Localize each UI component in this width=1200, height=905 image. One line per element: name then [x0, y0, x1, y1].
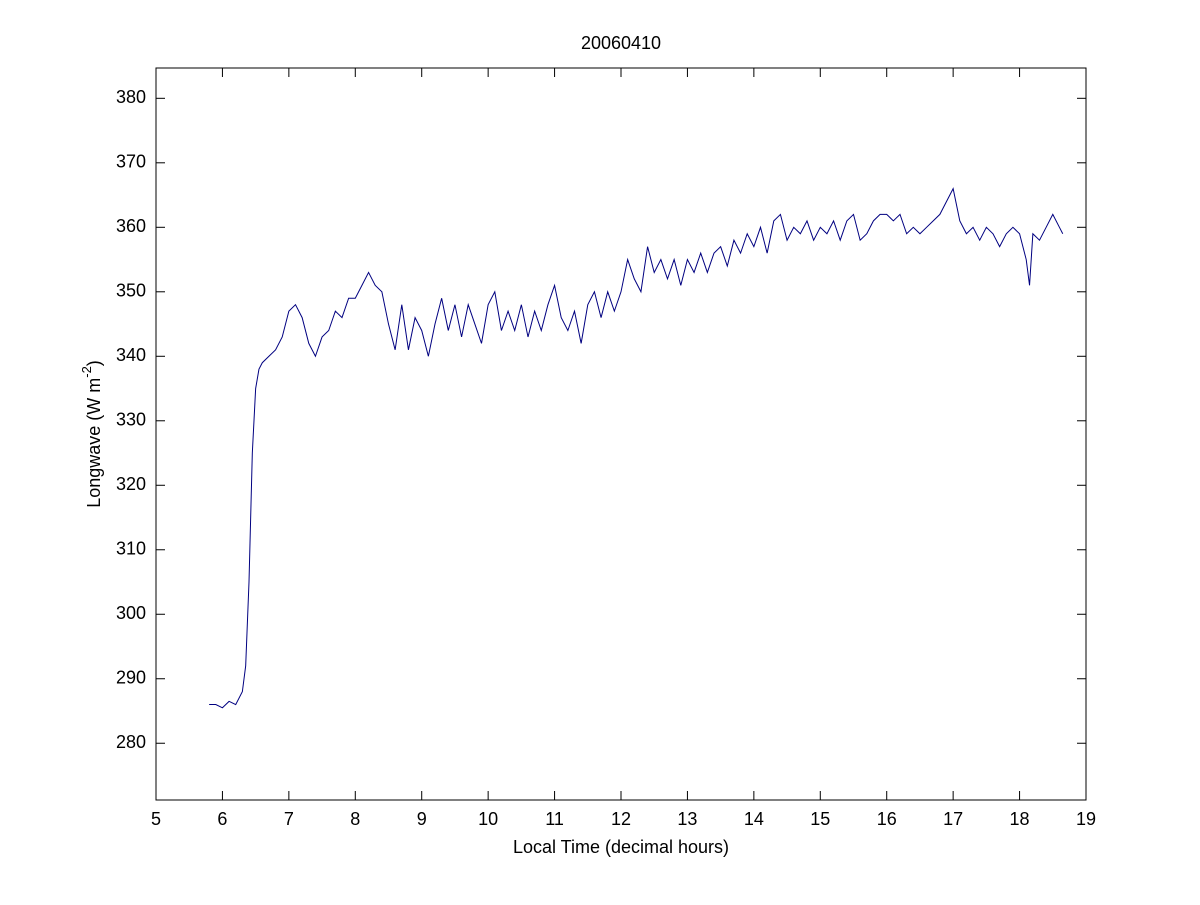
- x-tick-label: 18: [1010, 809, 1030, 829]
- x-tick-label: 10: [478, 809, 498, 829]
- x-tick-label: 7: [284, 809, 294, 829]
- x-tick-label: 9: [417, 809, 427, 829]
- y-tick-label: 330: [116, 410, 146, 430]
- y-tick-label: 370: [116, 152, 146, 172]
- x-axis-label: Local Time (decimal hours): [513, 837, 729, 857]
- x-tick-label: 12: [611, 809, 631, 829]
- plot-box: [155, 67, 1087, 801]
- data-line: [209, 187, 1064, 709]
- y-axis-label: Longwave (W m-2): [79, 360, 103, 508]
- x-tick-label: 13: [677, 809, 697, 829]
- x-tick-label: 5: [151, 809, 161, 829]
- y-label-end: ): [84, 360, 104, 366]
- y-tick-label: 340: [116, 345, 146, 365]
- x-tick-label: 16: [877, 809, 897, 829]
- x-tick-label: 15: [810, 809, 830, 829]
- x-tick-label: 14: [744, 809, 764, 829]
- x-tick-label: 19: [1076, 809, 1096, 829]
- y-tick-label: 360: [116, 216, 146, 236]
- y-tick-label: 380: [116, 87, 146, 107]
- y-tick-label: 320: [116, 474, 146, 494]
- y-tick-label: 290: [116, 668, 146, 688]
- x-tick-label: 17: [943, 809, 963, 829]
- y-label-sup: -2: [79, 366, 94, 378]
- y-label-text: Longwave (W m: [84, 378, 104, 508]
- x-tick-label: 6: [217, 809, 227, 829]
- y-tick-label: 300: [116, 603, 146, 623]
- chart-title: 20060410: [581, 33, 661, 53]
- y-tick-label: 310: [116, 539, 146, 559]
- x-tick-label: 11: [545, 809, 564, 829]
- x-tick-label: 8: [350, 809, 360, 829]
- y-tick-label: 280: [116, 732, 146, 752]
- y-tick-label: 350: [116, 281, 146, 301]
